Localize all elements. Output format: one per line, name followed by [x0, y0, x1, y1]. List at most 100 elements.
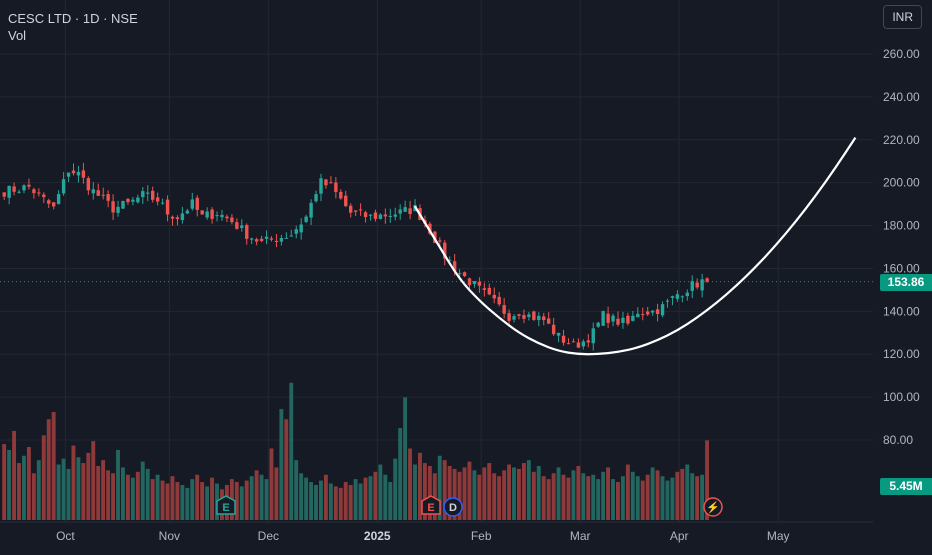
candle-body [462, 272, 467, 277]
candle-body [522, 315, 526, 319]
volume-bar [601, 471, 606, 520]
currency-button[interactable]: INR [883, 5, 922, 29]
candle-body [452, 261, 457, 271]
volume-bar [239, 486, 244, 520]
volume-bar [581, 473, 586, 520]
candle-body [571, 341, 576, 343]
volume-bar [422, 463, 427, 520]
candle-body [220, 214, 224, 218]
candle-body [363, 212, 368, 218]
earnings-marker [216, 495, 236, 515]
candle-body [636, 313, 640, 318]
candle-body [151, 190, 155, 200]
candle-body [566, 343, 571, 345]
volume-bar [328, 483, 333, 520]
candle-body [497, 296, 501, 305]
volume-bar [541, 476, 546, 520]
volume-bar [289, 382, 294, 520]
candle-body [358, 209, 363, 211]
y-tick-label: 80.00 [883, 433, 913, 447]
candle-body [517, 314, 521, 316]
candle-body [190, 199, 194, 209]
candle-body [27, 184, 31, 187]
volume-bar [81, 463, 86, 520]
volume-bar [343, 482, 348, 520]
candle-body [66, 172, 71, 177]
x-tick-label: Feb [471, 529, 492, 543]
candle-body [690, 281, 694, 291]
volume-bar [121, 467, 125, 520]
candle-body [96, 190, 100, 196]
volume-bar [413, 464, 417, 520]
candle-body [200, 210, 204, 215]
volume-bar [51, 411, 56, 520]
volume-bar [2, 444, 7, 520]
volume-bar [76, 457, 81, 520]
volume-bar [467, 461, 472, 520]
y-tick-label: 160.00 [883, 261, 920, 275]
volume-bar [353, 479, 358, 520]
volume-bar [635, 476, 640, 520]
candle-body [56, 194, 61, 204]
volume-bar [116, 449, 120, 520]
candle-body [259, 238, 264, 241]
volume-bar [333, 486, 338, 520]
candle-body [685, 292, 689, 297]
candle-body [230, 217, 234, 223]
candle-body [284, 237, 289, 239]
volume-bar [700, 474, 705, 520]
volume-bar [566, 477, 571, 520]
dividend-marker-letter: D [449, 502, 457, 514]
volume-bar [408, 448, 412, 520]
candle-body [502, 305, 506, 314]
candle-body [700, 279, 704, 291]
candle-body [126, 198, 130, 203]
candle-body [680, 296, 685, 298]
candle-body [616, 318, 620, 325]
candle-body [670, 296, 675, 298]
volume-bar [472, 470, 477, 520]
candle-body [294, 229, 298, 234]
candle-body [349, 205, 353, 213]
candle-body [621, 317, 625, 323]
x-tick-label: Apr [670, 529, 689, 543]
candle-body [482, 288, 487, 290]
volume-bar [338, 487, 343, 520]
candle-body [695, 282, 699, 288]
x-tick-label: Mar [570, 529, 591, 543]
volume-bar [41, 435, 46, 520]
candle-body [86, 178, 91, 191]
volume-bar [645, 474, 650, 520]
volume-legend[interactable]: Vol [8, 28, 27, 43]
volume-bar [373, 471, 378, 520]
volume-bar [259, 474, 264, 520]
candle-body [254, 239, 259, 242]
candle-body [398, 209, 402, 214]
volume-bar [620, 476, 625, 520]
volume-bar [596, 479, 601, 520]
candle-body [274, 240, 279, 243]
volume-bar [244, 480, 249, 520]
volume-bar [487, 463, 492, 520]
candle-body [279, 238, 284, 242]
candle-body [448, 259, 452, 261]
volume-bar [348, 484, 353, 520]
volume-bar [546, 479, 551, 520]
candle-body [373, 212, 378, 219]
volume-bar [561, 474, 566, 520]
volume-bar [393, 458, 398, 520]
candle-body [195, 197, 199, 210]
candle-body [581, 341, 586, 347]
candle-body [146, 192, 150, 194]
candle-body [383, 214, 388, 217]
symbol-title[interactable]: CESC LTD · 1D · NSE [8, 11, 138, 26]
candle-body [61, 179, 66, 194]
volume-bar [12, 430, 16, 520]
candle-body [106, 194, 110, 201]
candle-body [71, 170, 76, 174]
candle-body [403, 207, 407, 212]
volume-bar [210, 477, 214, 520]
volume-bar [630, 471, 635, 520]
